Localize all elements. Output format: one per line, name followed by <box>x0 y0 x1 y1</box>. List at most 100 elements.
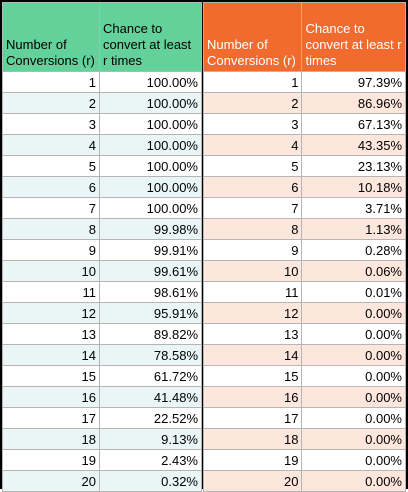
cell-conversions[interactable]: 14 <box>202 344 303 366</box>
cell-conversions[interactable]: 5 <box>2 155 100 177</box>
cell-conversions[interactable]: 20 <box>202 470 303 492</box>
cell-chance[interactable]: 0.06% <box>301 260 406 282</box>
cell-conversions[interactable]: 1 <box>202 71 303 93</box>
cell-conversions[interactable]: 19 <box>202 449 303 471</box>
cell-chance[interactable]: 0.00% <box>301 407 406 429</box>
cell-conversions[interactable]: 2 <box>202 92 303 114</box>
cell-conversions[interactable]: 3 <box>2 113 100 135</box>
cell-conversions[interactable]: 2 <box>2 92 100 114</box>
cell-conversions[interactable]: 11 <box>202 281 303 303</box>
cell-chance[interactable]: 100.00% <box>99 92 202 114</box>
cell-conversions[interactable]: 6 <box>202 176 303 198</box>
cell-chance[interactable]: 0.28% <box>301 239 406 261</box>
table-row: 5 23.13% <box>202 155 406 177</box>
cell-chance[interactable]: 100.00% <box>99 197 202 219</box>
cell-conversions[interactable]: 10 <box>202 260 303 282</box>
cell-conversions[interactable]: 1 <box>2 71 100 93</box>
cell-conversions[interactable]: 4 <box>2 134 100 156</box>
table-row: 10 99.61% <box>2 260 202 282</box>
table-row: 17 22.52% <box>2 407 202 429</box>
cell-chance[interactable]: 99.91% <box>99 239 202 261</box>
table-row: 16 0.00% <box>202 386 406 408</box>
cell-conversions[interactable]: 7 <box>202 197 303 219</box>
table-row: 11 0.01% <box>202 281 406 303</box>
cell-conversions[interactable]: 9 <box>2 239 100 261</box>
cell-chance[interactable]: 61.72% <box>99 365 202 387</box>
table-row: 13 0.00% <box>202 323 406 345</box>
table-row: 14 78.58% <box>2 344 202 366</box>
cell-chance[interactable]: 97.39% <box>301 71 406 93</box>
header-chance-to-convert[interactable]: Chance to convert at least r times <box>99 2 202 72</box>
cell-chance[interactable]: 100.00% <box>99 176 202 198</box>
cell-conversions[interactable]: 4 <box>202 134 303 156</box>
cell-chance[interactable]: 100.00% <box>99 134 202 156</box>
header-number-of-conversions[interactable]: Number of Conversions (r) <box>202 2 303 72</box>
cell-chance[interactable]: 95.91% <box>99 302 202 324</box>
cell-conversions[interactable]: 15 <box>202 365 303 387</box>
cell-conversions[interactable]: 8 <box>202 218 303 240</box>
table-row: 7 100.00% <box>2 197 202 219</box>
cell-chance[interactable]: 0.00% <box>301 302 406 324</box>
header-chance-to-convert[interactable]: Chance to convert at least r times <box>301 2 406 72</box>
cell-chance[interactable]: 0.00% <box>301 470 406 492</box>
cell-conversions[interactable]: 13 <box>202 323 303 345</box>
table-row: 20 0.32% <box>2 470 202 492</box>
cell-conversions[interactable]: 17 <box>202 407 303 429</box>
cell-chance[interactable]: 99.98% <box>99 218 202 240</box>
table-row: 3 67.13% <box>202 113 406 135</box>
cell-conversions[interactable]: 20 <box>2 470 100 492</box>
cell-chance[interactable]: 0.32% <box>99 470 202 492</box>
cell-conversions[interactable]: 3 <box>202 113 303 135</box>
cell-conversions[interactable]: 11 <box>2 281 100 303</box>
cell-chance[interactable]: 9.13% <box>99 428 202 450</box>
cell-conversions[interactable]: 16 <box>2 386 100 408</box>
cell-conversions[interactable]: 8 <box>2 218 100 240</box>
cell-chance[interactable]: 0.00% <box>301 323 406 345</box>
cell-conversions[interactable]: 12 <box>202 302 303 324</box>
header-number-of-conversions[interactable]: Number of Conversions (r) <box>2 2 100 72</box>
cell-conversions[interactable]: 15 <box>2 365 100 387</box>
table-row: 20 0.00% <box>202 470 406 492</box>
cell-chance[interactable]: 0.00% <box>301 386 406 408</box>
cell-chance[interactable]: 0.00% <box>301 365 406 387</box>
cell-conversions[interactable]: 9 <box>202 239 303 261</box>
cell-chance[interactable]: 1.13% <box>301 218 406 240</box>
cell-chance[interactable]: 0.01% <box>301 281 406 303</box>
table-row: 12 0.00% <box>202 302 406 324</box>
cell-conversions[interactable]: 5 <box>202 155 303 177</box>
table-row: 17 0.00% <box>202 407 406 429</box>
cell-conversions[interactable]: 10 <box>2 260 100 282</box>
cell-conversions[interactable]: 18 <box>2 428 100 450</box>
cell-chance[interactable]: 89.82% <box>99 323 202 345</box>
cell-conversions[interactable]: 12 <box>2 302 100 324</box>
cell-chance[interactable]: 98.61% <box>99 281 202 303</box>
cell-chance[interactable]: 86.96% <box>301 92 406 114</box>
table-row: 4 100.00% <box>2 134 202 156</box>
cell-conversions[interactable]: 18 <box>202 428 303 450</box>
cell-chance[interactable]: 67.13% <box>301 113 406 135</box>
cell-conversions[interactable]: 19 <box>2 449 100 471</box>
cell-chance[interactable]: 100.00% <box>99 113 202 135</box>
cell-chance[interactable]: 78.58% <box>99 344 202 366</box>
cell-chance[interactable]: 43.35% <box>301 134 406 156</box>
cell-chance[interactable]: 2.43% <box>99 449 202 471</box>
cell-chance[interactable]: 10.18% <box>301 176 406 198</box>
cell-chance[interactable]: 99.61% <box>99 260 202 282</box>
cell-chance[interactable]: 0.00% <box>301 449 406 471</box>
cell-chance[interactable]: 22.52% <box>99 407 202 429</box>
cell-conversions[interactable]: 7 <box>2 197 100 219</box>
cell-chance[interactable]: 23.13% <box>301 155 406 177</box>
cell-conversions[interactable]: 14 <box>2 344 100 366</box>
cell-chance[interactable]: 41.48% <box>99 386 202 408</box>
cell-chance[interactable]: 0.00% <box>301 344 406 366</box>
cell-chance[interactable]: 100.00% <box>99 155 202 177</box>
cell-chance[interactable]: 0.00% <box>301 428 406 450</box>
cell-chance[interactable]: 100.00% <box>99 71 202 93</box>
cell-conversions[interactable]: 13 <box>2 323 100 345</box>
cell-chance[interactable]: 3.71% <box>301 197 406 219</box>
green-table-body: 1 100.00% 2 100.00% 3 100.00% 4 100.00% 5 100.00%… <box>2 71 202 492</box>
cell-conversions[interactable]: 16 <box>202 386 303 408</box>
cell-conversions[interactable]: 17 <box>2 407 100 429</box>
table-row: 1 100.00% <box>2 71 202 93</box>
cell-conversions[interactable]: 6 <box>2 176 100 198</box>
